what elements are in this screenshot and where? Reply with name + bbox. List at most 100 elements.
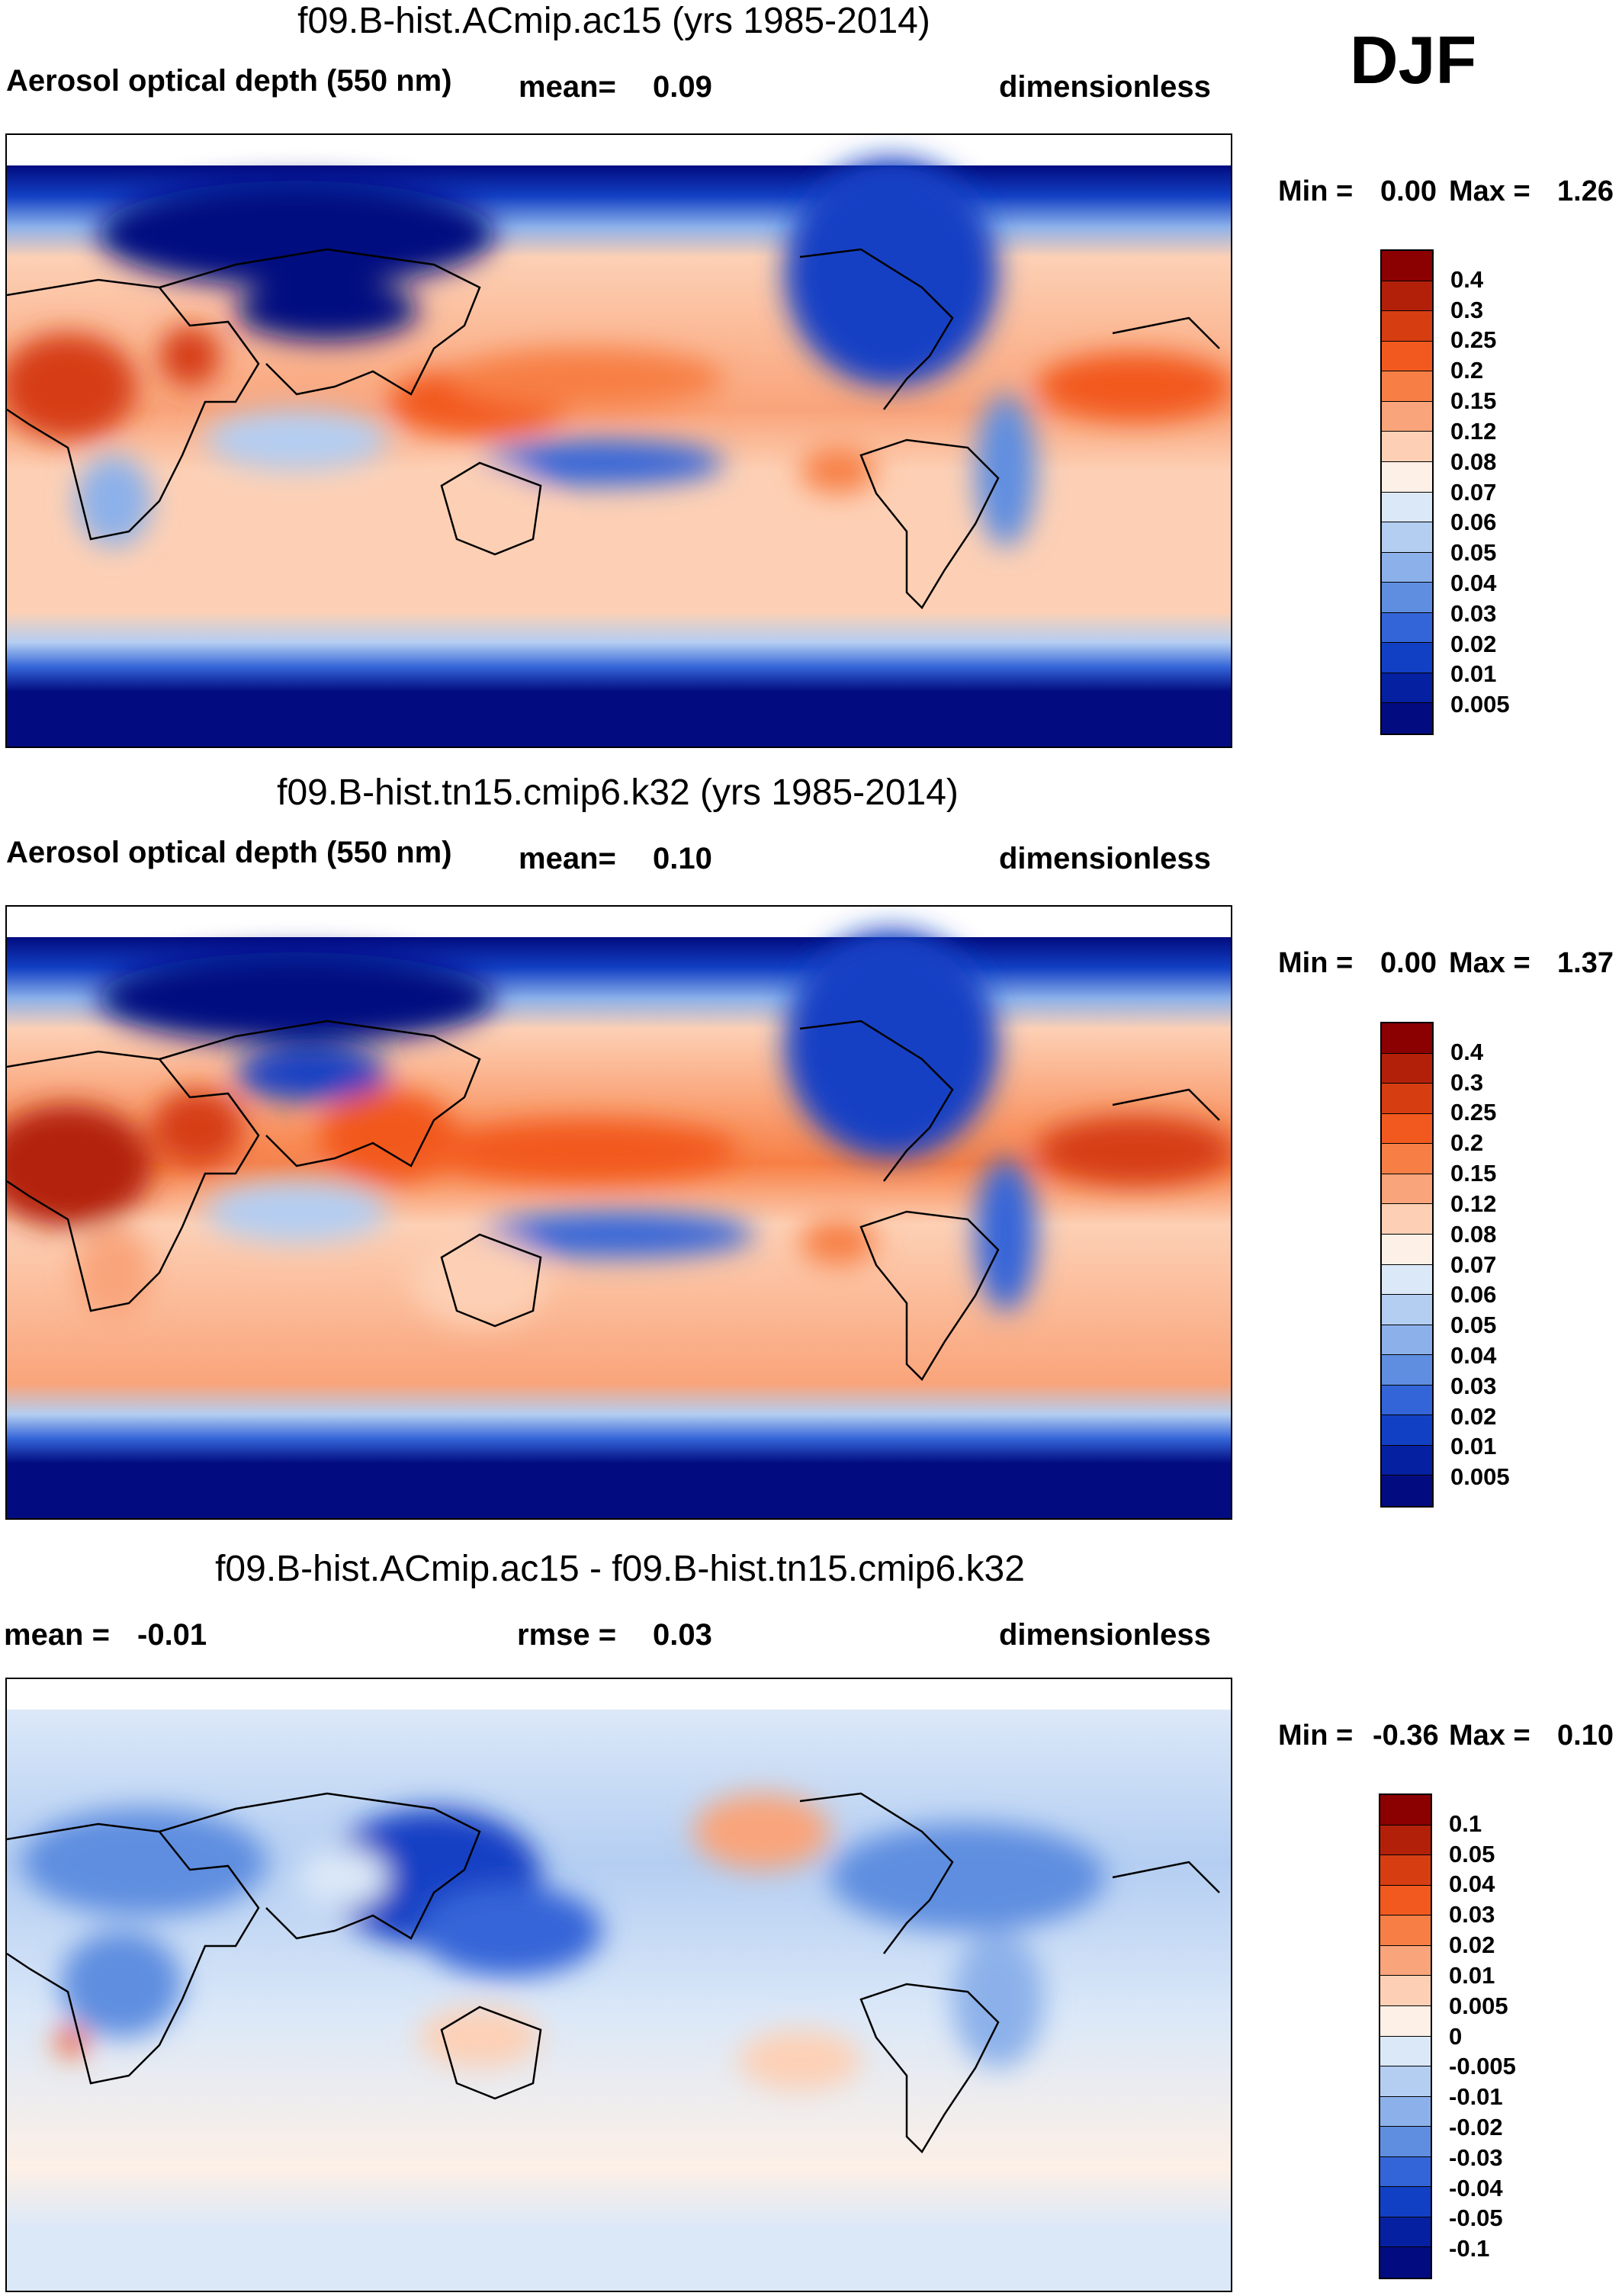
colorbar-segment xyxy=(1382,612,1432,644)
panel1-mean-label: mean= xyxy=(519,70,616,104)
colorbar-segment xyxy=(1382,311,1432,342)
colorbar-segment xyxy=(1380,2187,1431,2217)
panel3-min-value: -0.36 xyxy=(1373,1720,1439,1752)
colorbar-segment xyxy=(1380,2066,1431,2097)
colorbar-segment xyxy=(1382,1174,1432,1205)
panel3-coastlines xyxy=(7,1792,1220,2154)
colorbar-segment xyxy=(1380,2247,1431,2278)
colorbar-segment xyxy=(1382,1355,1432,1386)
colorbar-segment xyxy=(1382,1295,1432,1325)
panel1-variable-label: Aerosol optical depth (550 nm) xyxy=(6,64,452,98)
colorbar-label: 0.4 xyxy=(1450,1038,1484,1065)
colorbar-label: 0.05 xyxy=(1450,539,1497,567)
colorbar-label: 0.2 xyxy=(1450,1129,1484,1157)
colorbar-label: 0.4 xyxy=(1450,265,1484,293)
colorbar-segment xyxy=(1382,1204,1432,1235)
colorbar-label: -0.02 xyxy=(1449,2113,1503,2140)
colorbar-label: 0.03 xyxy=(1450,1372,1497,1399)
colorbar-segment xyxy=(1382,1144,1432,1174)
colorbar-label: 0.01 xyxy=(1449,1961,1495,1989)
season-label: DJF xyxy=(1350,22,1477,98)
colorbar-label: 0.05 xyxy=(1450,1312,1497,1339)
colorbar-label: 0.02 xyxy=(1450,630,1497,657)
panel2-colorbar xyxy=(1380,1022,1434,1508)
colorbar-label: 0.07 xyxy=(1450,1251,1497,1278)
colorbar-label: 0.06 xyxy=(1450,1281,1497,1309)
panel1-aod-field xyxy=(7,158,1231,554)
colorbar-segment xyxy=(1380,2005,1431,2037)
colorbar-segment xyxy=(1382,461,1432,493)
colorbar-label: 0.005 xyxy=(1450,691,1510,718)
colorbar-segment xyxy=(1380,2036,1431,2067)
panel2-colorbar-labels: 0.4 0.3 0.25 0.2 0.15 0.12 0.08 0.07 0.06 0.05 0.0… xyxy=(1450,1022,1534,1508)
panel1-mean-value: 0.09 xyxy=(653,70,712,104)
colorbar-label: 0.12 xyxy=(1450,1190,1497,1217)
colorbar-label: 0.3 xyxy=(1450,1068,1484,1096)
colorbar-label: 0.03 xyxy=(1449,1901,1495,1928)
panel2-min-label: Min = xyxy=(1278,947,1354,979)
panel3-max-label: Max = xyxy=(1449,1720,1530,1752)
colorbar-label: -0.1 xyxy=(1449,2235,1490,2262)
colorbar-label: 0.01 xyxy=(1450,660,1497,688)
panel2-mean-label: mean= xyxy=(519,842,616,875)
panel2-min-value: 0.00 xyxy=(1380,947,1437,979)
colorbar-segment xyxy=(1382,1325,1432,1356)
panel3-units: dimensionless xyxy=(999,1618,1211,1652)
panel3-rmse-value: 0.03 xyxy=(653,1618,712,1652)
colorbar-segment xyxy=(1380,2156,1431,2188)
colorbar-label: 0.005 xyxy=(1449,1992,1508,2019)
colorbar-segment xyxy=(1382,1023,1432,1054)
panel3-max-value: 0.10 xyxy=(1557,1720,1614,1752)
colorbar-segment xyxy=(1380,2217,1431,2248)
colorbar-label: 0.05 xyxy=(1449,1840,1495,1867)
colorbar-segment xyxy=(1382,703,1432,734)
colorbar-segment xyxy=(1382,1264,1432,1296)
panel1-max-label: Max = xyxy=(1449,175,1530,207)
colorbar-segment xyxy=(1382,1084,1432,1114)
colorbar-segment xyxy=(1382,1445,1432,1476)
panel2-aod-field xyxy=(7,930,1231,1326)
panel3-mean-label: mean = xyxy=(4,1618,110,1652)
colorbar-label: 0.04 xyxy=(1450,1341,1497,1369)
panel3-mean-value: -0.01 xyxy=(137,1618,207,1652)
panel3-diff-field xyxy=(22,1793,1105,2091)
colorbar-label: 0.03 xyxy=(1450,599,1497,627)
colorbar-label: -0.04 xyxy=(1449,2174,1503,2201)
colorbar-label: 0.3 xyxy=(1450,296,1484,323)
colorbar-segment xyxy=(1380,1855,1431,1886)
colorbar-segment xyxy=(1382,1113,1432,1145)
colorbar-segment xyxy=(1382,1385,1432,1416)
colorbar-segment xyxy=(1382,371,1432,402)
panel1-coastlines xyxy=(7,248,1220,610)
colorbar-label: 0.25 xyxy=(1450,1099,1497,1126)
panel1-title: f09.B-hist.ACmip.ac15 (yrs 1985-2014) xyxy=(297,1,930,41)
panel2-title: f09.B-hist.tn15.cmip6.k32 (yrs 1985-2014… xyxy=(277,772,959,813)
colorbar-segment xyxy=(1380,1885,1431,1916)
colorbar-label: 0.15 xyxy=(1450,387,1497,415)
colorbar-label: 0.2 xyxy=(1450,357,1484,384)
colorbar-segment xyxy=(1382,643,1432,673)
panel2-max-value: 1.37 xyxy=(1557,947,1614,979)
panel1-max-value: 1.26 xyxy=(1557,175,1614,207)
colorbar-segment xyxy=(1382,432,1432,462)
colorbar-segment xyxy=(1382,583,1432,613)
panel3-min-label: Min = xyxy=(1278,1720,1354,1752)
colorbar-segment xyxy=(1380,1825,1431,1856)
panel2-mean-value: 0.10 xyxy=(653,842,712,875)
panel1-min-label: Min = xyxy=(1278,175,1354,207)
colorbar-label: -0.05 xyxy=(1449,2204,1503,2232)
panel2-units: dimensionless xyxy=(999,842,1211,875)
colorbar-segment xyxy=(1380,1945,1431,1976)
colorbar-segment xyxy=(1382,251,1432,281)
colorbar-label: -0.01 xyxy=(1449,2083,1503,2111)
colorbar-segment xyxy=(1382,522,1432,553)
panel1-min-value: 0.00 xyxy=(1380,175,1437,207)
colorbar-segment xyxy=(1382,1053,1432,1084)
colorbar-segment xyxy=(1382,673,1432,704)
colorbar-label: 0.005 xyxy=(1450,1463,1510,1491)
panel3-rmse-label: rmse = xyxy=(517,1618,617,1652)
colorbar-label: 0.07 xyxy=(1450,478,1497,506)
colorbar-label: 0.06 xyxy=(1450,509,1497,536)
panel3-title: f09.B-hist.ACmip.ac15 - f09.B-hist.tn15.… xyxy=(215,1549,1025,1589)
colorbar-segment xyxy=(1382,1234,1432,1265)
